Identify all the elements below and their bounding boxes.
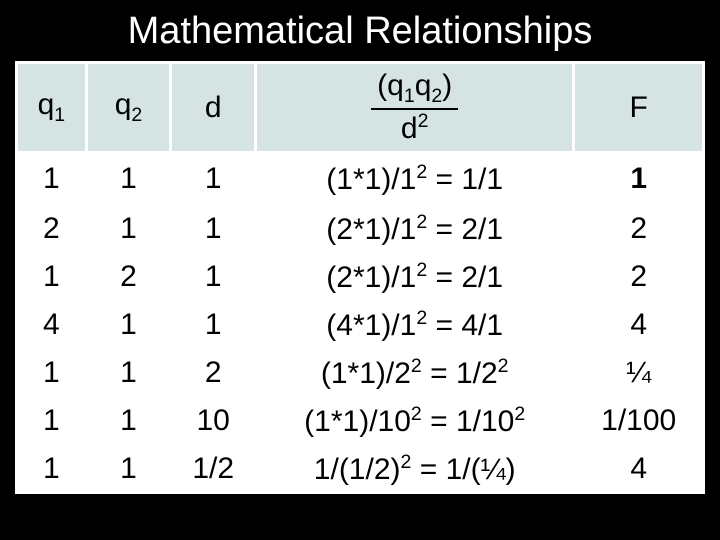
cell-f: ¼ xyxy=(574,349,704,397)
table-row: 1 1 1/2 1/(1/2)2 = 1/(¼) 4 xyxy=(17,445,704,493)
cell-q1: 2 xyxy=(17,205,87,253)
table-row: 1 1 10 (1*1)/102 = 1/102 1/100 xyxy=(17,397,704,445)
cell-q2: 1 xyxy=(86,153,171,205)
cell-q2: 1 xyxy=(86,397,171,445)
cell-q1: 1 xyxy=(17,153,87,205)
cell-calc: (2*1)/12 = 2/1 xyxy=(256,205,574,253)
cell-d: 10 xyxy=(171,397,256,445)
cell-calc: (1*1)/22 = 1/22 xyxy=(256,349,574,397)
cell-q1: 1 xyxy=(17,349,87,397)
cell-calc: (2*1)/12 = 2/1 xyxy=(256,253,574,301)
cell-d: 1 xyxy=(171,301,256,349)
cell-calc: (1*1)/102 = 1/102 xyxy=(256,397,574,445)
cell-q2: 2 xyxy=(86,253,171,301)
cell-q2: 1 xyxy=(86,301,171,349)
cell-calc: (1*1)/12 = 1/1 xyxy=(256,153,574,205)
cell-f: 2 xyxy=(574,205,704,253)
header-d: d xyxy=(171,63,256,153)
cell-d: 1 xyxy=(171,205,256,253)
cell-q1: 1 xyxy=(17,397,87,445)
table-row: 1 1 2 (1*1)/22 = 1/22 ¼ xyxy=(17,349,704,397)
page-title: Mathematical Relationships xyxy=(0,0,720,61)
header-calc: (q1q2) d2 xyxy=(256,63,574,153)
cell-q1: 1 xyxy=(17,253,87,301)
cell-f: 4 xyxy=(574,301,704,349)
table-row: 2 1 1 (2*1)/12 = 2/1 2 xyxy=(17,205,704,253)
cell-d: 1/2 xyxy=(171,445,256,493)
cell-d: 2 xyxy=(171,349,256,397)
cell-d: 1 xyxy=(171,253,256,301)
cell-calc: (4*1)/12 = 4/1 xyxy=(256,301,574,349)
cell-q1: 4 xyxy=(17,301,87,349)
table-row: 1 2 1 (2*1)/12 = 2/1 2 xyxy=(17,253,704,301)
header-row: q1 q2 d (q1q2) d2 F xyxy=(17,63,704,153)
cell-q2: 1 xyxy=(86,349,171,397)
header-q2: q2 xyxy=(86,63,171,153)
cell-calc: 1/(1/2)2 = 1/(¼) xyxy=(256,445,574,493)
cell-q1: 1 xyxy=(17,445,87,493)
cell-q2: 1 xyxy=(86,445,171,493)
cell-f: 1 xyxy=(574,153,704,205)
cell-f: 4 xyxy=(574,445,704,493)
table-row: 1 1 1 (1*1)/12 = 1/1 1 xyxy=(17,153,704,205)
header-f: F xyxy=(574,63,704,153)
cell-q2: 1 xyxy=(86,205,171,253)
cell-d: 1 xyxy=(171,153,256,205)
table-row: 4 1 1 (4*1)/12 = 4/1 4 xyxy=(17,301,704,349)
header-q1: q1 xyxy=(17,63,87,153)
relationship-table: q1 q2 d (q1q2) d2 F 1 1 1 xyxy=(15,61,705,494)
header-fraction: (q1q2) d2 xyxy=(371,71,458,145)
cell-f: 2 xyxy=(574,253,704,301)
cell-f: 1/100 xyxy=(574,397,704,445)
